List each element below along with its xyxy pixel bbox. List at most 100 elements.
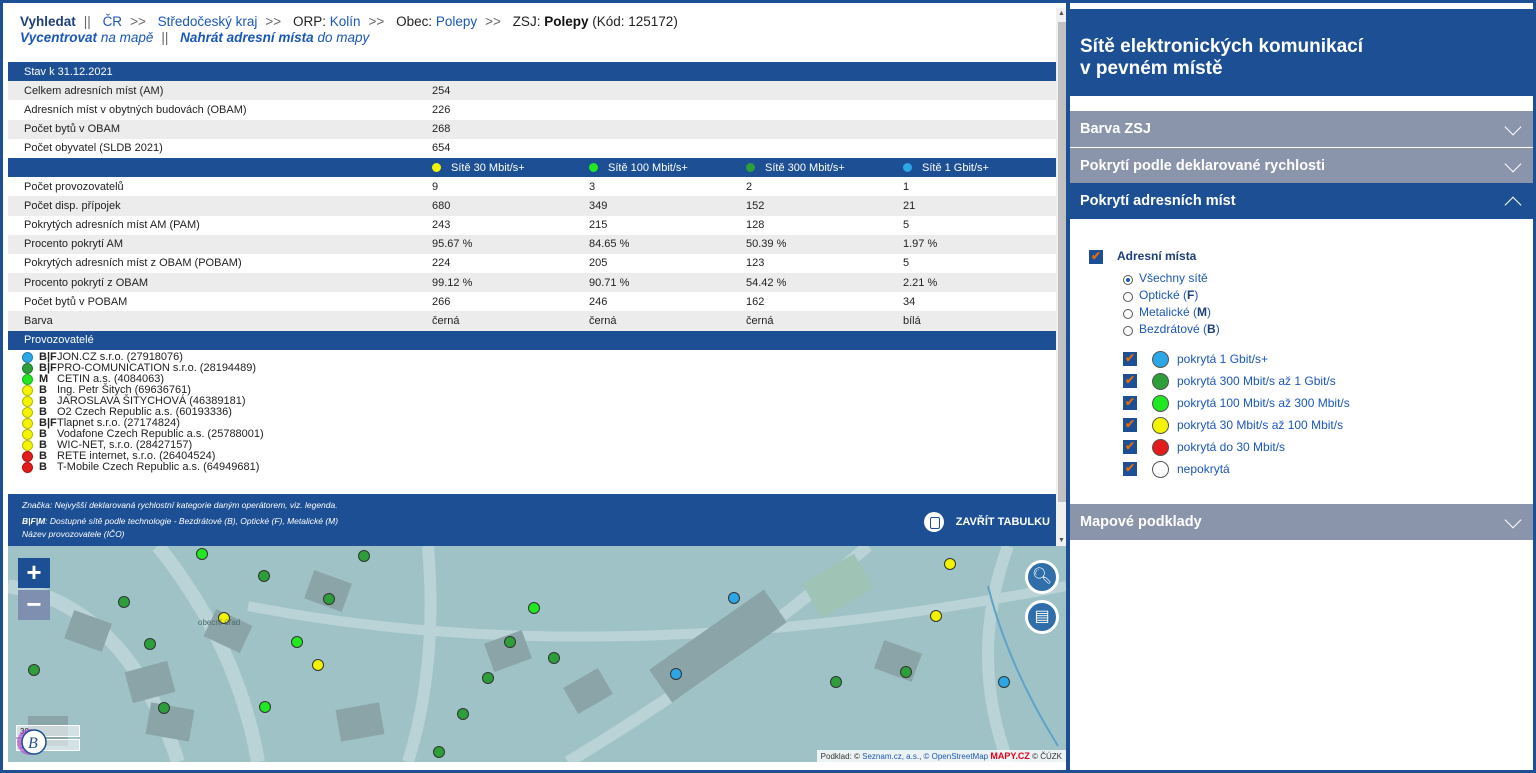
radio-2[interactable]: [1123, 309, 1133, 319]
separator: >>: [265, 14, 282, 29]
table-icon: [923, 512, 944, 532]
provider-color-dot: [22, 395, 33, 407]
legend-checkbox[interactable]: ✔: [1123, 439, 1137, 454]
provider-item: B RETE internet, s.r.o. (26404524): [22, 451, 1056, 462]
scroll-down-icon[interactable]: ▼: [1058, 537, 1065, 544]
legend-color-circle: [1152, 373, 1169, 390]
map-table-button[interactable]: ▤: [1025, 600, 1059, 634]
stats-value: 226: [432, 103, 451, 116]
address-point-marker[interactable]: [670, 668, 682, 680]
speeds-header-row: Sítě 30 Mbit/s+ Sítě 100 Mbit/s+ Sítě 30…: [8, 157, 1056, 178]
close-table-button[interactable]: ZAVŘÍT TABULKU: [923, 512, 1050, 532]
address-point-marker[interactable]: [158, 702, 170, 714]
stats-label: Adresních míst v obytných budovách (OBAM…: [24, 103, 247, 116]
stats-label: Počet obyvatel (SLDB 2021): [24, 142, 163, 155]
speed-30-header: Sítě 30 Mbit/s+: [451, 161, 525, 174]
radio-3[interactable]: [1123, 326, 1133, 336]
speed-cell: 680: [416, 196, 573, 216]
section-pokryti-rychlost[interactable]: Pokrytí podle deklarované rychlosti: [1070, 148, 1533, 184]
map-search-button[interactable]: 🔍︎: [1025, 560, 1059, 594]
speed-cell: černá: [416, 311, 573, 331]
address-point-marker[interactable]: [291, 636, 303, 648]
address-point-marker[interactable]: [548, 652, 560, 664]
search-link[interactable]: Vyhledat: [20, 14, 76, 29]
scroll-up-icon[interactable]: ▲: [1058, 10, 1065, 17]
radio-label[interactable]: Bezdrátové (B): [1139, 322, 1220, 336]
table-scrollbar[interactable]: ▲ ▼: [1056, 8, 1068, 546]
legend-checkbox[interactable]: ✔: [1123, 351, 1137, 366]
speed-30-dot: [432, 162, 441, 172]
section-barva-zsj[interactable]: Barva ZSJ: [1070, 111, 1533, 147]
radio-1[interactable]: [1123, 292, 1133, 302]
legend-checkbox[interactable]: ✔: [1123, 373, 1137, 388]
provider-tech: B: [39, 439, 47, 452]
address-point-marker[interactable]: [196, 548, 208, 560]
address-points-checkbox[interactable]: ✔: [1089, 249, 1103, 264]
upload-address-points-text[interactable]: do mapy: [317, 30, 370, 45]
address-point-marker[interactable]: [323, 593, 335, 605]
radio-bold: B: [1207, 322, 1216, 336]
center-on-map-text[interactable]: na mapě: [100, 30, 154, 45]
street-label: obecní úřad: [198, 618, 241, 627]
breadcrumb-country[interactable]: ČR: [102, 14, 123, 29]
speed-cell: 9: [432, 180, 439, 193]
address-point-marker[interactable]: [528, 602, 540, 614]
radio-label[interactable]: Všechny sítě: [1139, 271, 1208, 285]
mapy-logo[interactable]: MAPY.CZ: [990, 751, 1030, 761]
address-point-marker[interactable]: [830, 676, 842, 688]
address-point-marker[interactable]: [900, 666, 912, 678]
stats-value: 268: [416, 119, 1056, 139]
footer-note-tech-bold: B|F|M: [22, 516, 46, 526]
radio-label[interactable]: Metalické (M): [1139, 305, 1211, 319]
address-point-marker[interactable]: [358, 550, 370, 562]
address-point-marker[interactable]: [118, 596, 130, 608]
legend-checkbox[interactable]: ✔: [1123, 417, 1137, 432]
address-point-marker[interactable]: [482, 672, 494, 684]
table-icon: ▤: [1034, 608, 1050, 625]
address-point-marker[interactable]: [144, 638, 156, 650]
speed-row-label: Procento pokrytí z OBAM: [8, 273, 416, 293]
address-point-marker[interactable]: [218, 612, 230, 624]
provider-tech: B|F: [39, 351, 57, 364]
legend-checkbox[interactable]: ✔: [1123, 461, 1137, 476]
legend-checkbox[interactable]: ✔: [1123, 395, 1137, 410]
scrollbar-thumb[interactable]: [1058, 22, 1066, 502]
upload-address-points-link[interactable]: Nahrát adresní místa: [180, 30, 314, 45]
address-point-marker[interactable]: [258, 570, 270, 582]
address-point-marker[interactable]: [259, 701, 271, 713]
osm-link[interactable]: © OpenStreetMap: [923, 752, 989, 761]
address-point-marker[interactable]: [28, 664, 40, 676]
address-point-marker[interactable]: [944, 558, 956, 570]
center-on-map-link[interactable]: Vycentrovat: [20, 30, 98, 45]
map-view[interactable]: + − 🔍︎ ▤ obecní úřad 30 m 100 ft B Podkl…: [8, 546, 1066, 762]
address-point-marker[interactable]: [312, 659, 324, 671]
chevron-down-icon: [1504, 511, 1522, 529]
address-point-marker[interactable]: [504, 636, 516, 648]
providers-list: B|F JON.CZ s.r.o. (27918076) B|F PRO-COMUNI…: [8, 350, 1056, 494]
radio-label[interactable]: Optické (F): [1139, 288, 1198, 302]
breadcrumb-orp[interactable]: Kolín: [329, 14, 361, 29]
section-pokryti-adresnich[interactable]: Pokrytí adresních míst: [1070, 183, 1533, 219]
address-point-marker[interactable]: [457, 708, 469, 720]
breadcrumb-region[interactable]: Středočeský kraj: [157, 14, 258, 29]
speed-cell: 5: [903, 219, 910, 232]
radio-0[interactable]: [1123, 275, 1133, 285]
zoom-out-button[interactable]: −: [18, 590, 50, 620]
speed-cell: 3: [589, 180, 596, 193]
address-point-marker[interactable]: [433, 746, 445, 758]
address-point-marker[interactable]: [728, 592, 740, 604]
breadcrumb-obec[interactable]: Polepy: [435, 14, 478, 29]
provider-color-dot: [22, 362, 33, 374]
zoom-in-button[interactable]: +: [18, 558, 50, 588]
section-mapove-podklady[interactable]: Mapové podklady: [1070, 504, 1533, 540]
provider-name: JAROSLAVA ŠITYCHOVÁ (46389181): [57, 395, 246, 408]
speed-row: Pokrytých adresních míst z OBAM (POBAM) 2…: [8, 254, 1056, 273]
speed-cell: 90.71 %: [573, 273, 730, 293]
seznam-link[interactable]: Seznam.cz, a.s.: [862, 752, 920, 761]
address-point-marker[interactable]: [930, 610, 942, 622]
separator: ||: [161, 30, 169, 45]
speed-cell: 2: [746, 180, 753, 193]
address-point-marker[interactable]: [998, 676, 1010, 688]
provider-item: B|F PRO-COMUNICATION s.r.o. (28194489): [22, 363, 1056, 374]
